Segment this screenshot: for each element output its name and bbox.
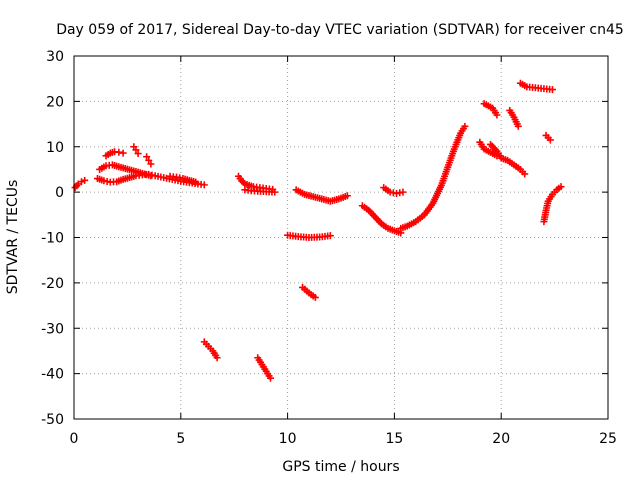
data-point (145, 156, 153, 164)
y-tick-label: -30 (41, 321, 64, 337)
data-point (119, 149, 127, 157)
y-tick-label: 30 (46, 49, 64, 65)
x-tick-label: 25 (599, 431, 617, 447)
data-point (81, 176, 89, 184)
data-point (548, 86, 556, 94)
data-point (399, 188, 407, 196)
x-tick-label: 15 (385, 431, 403, 447)
data-point (271, 188, 279, 196)
data-points (71, 79, 565, 382)
y-axis-label: SDTVAR / TECUs (5, 180, 21, 295)
data-point (267, 374, 275, 382)
data-point (143, 153, 151, 161)
data-point (326, 232, 334, 240)
data-point (115, 148, 123, 156)
data-point (77, 178, 85, 186)
x-axis-label: GPS time / hours (282, 459, 399, 475)
data-point (213, 354, 221, 362)
chart-title: Day 059 of 2017, Sidereal Day-to-day VTE… (56, 22, 624, 38)
data-point (546, 136, 554, 144)
data-point (147, 160, 155, 168)
data-point (493, 111, 501, 119)
data-point (311, 293, 319, 301)
y-tick-label: -10 (41, 231, 64, 247)
data-point (147, 172, 155, 180)
x-axis-ticks: 0 5 10 15 20 25 (70, 56, 617, 447)
y-tick-label: -40 (41, 367, 64, 383)
x-tick-label: 0 (70, 431, 79, 447)
y-tick-label: 0 (55, 185, 64, 201)
y-tick-label: 20 (46, 94, 64, 110)
data-point (521, 170, 529, 178)
x-tick-label: 10 (279, 431, 297, 447)
data-point (192, 178, 200, 186)
x-tick-label: 20 (492, 431, 510, 447)
y-tick-label: 10 (46, 140, 64, 156)
data-point (134, 150, 142, 158)
data-point (132, 146, 140, 154)
chart-grid (74, 56, 608, 419)
y-tick-label: -20 (41, 276, 64, 292)
y-tick-label: -50 (41, 412, 64, 428)
data-point (557, 183, 565, 191)
data-point (514, 122, 522, 130)
x-tick-label: 5 (176, 431, 185, 447)
data-point (200, 181, 208, 189)
data-point (343, 192, 351, 200)
y-axis-ticks: -50 -40 -30 -20 -10 0 10 20 30 (41, 49, 608, 428)
data-point (461, 122, 469, 130)
